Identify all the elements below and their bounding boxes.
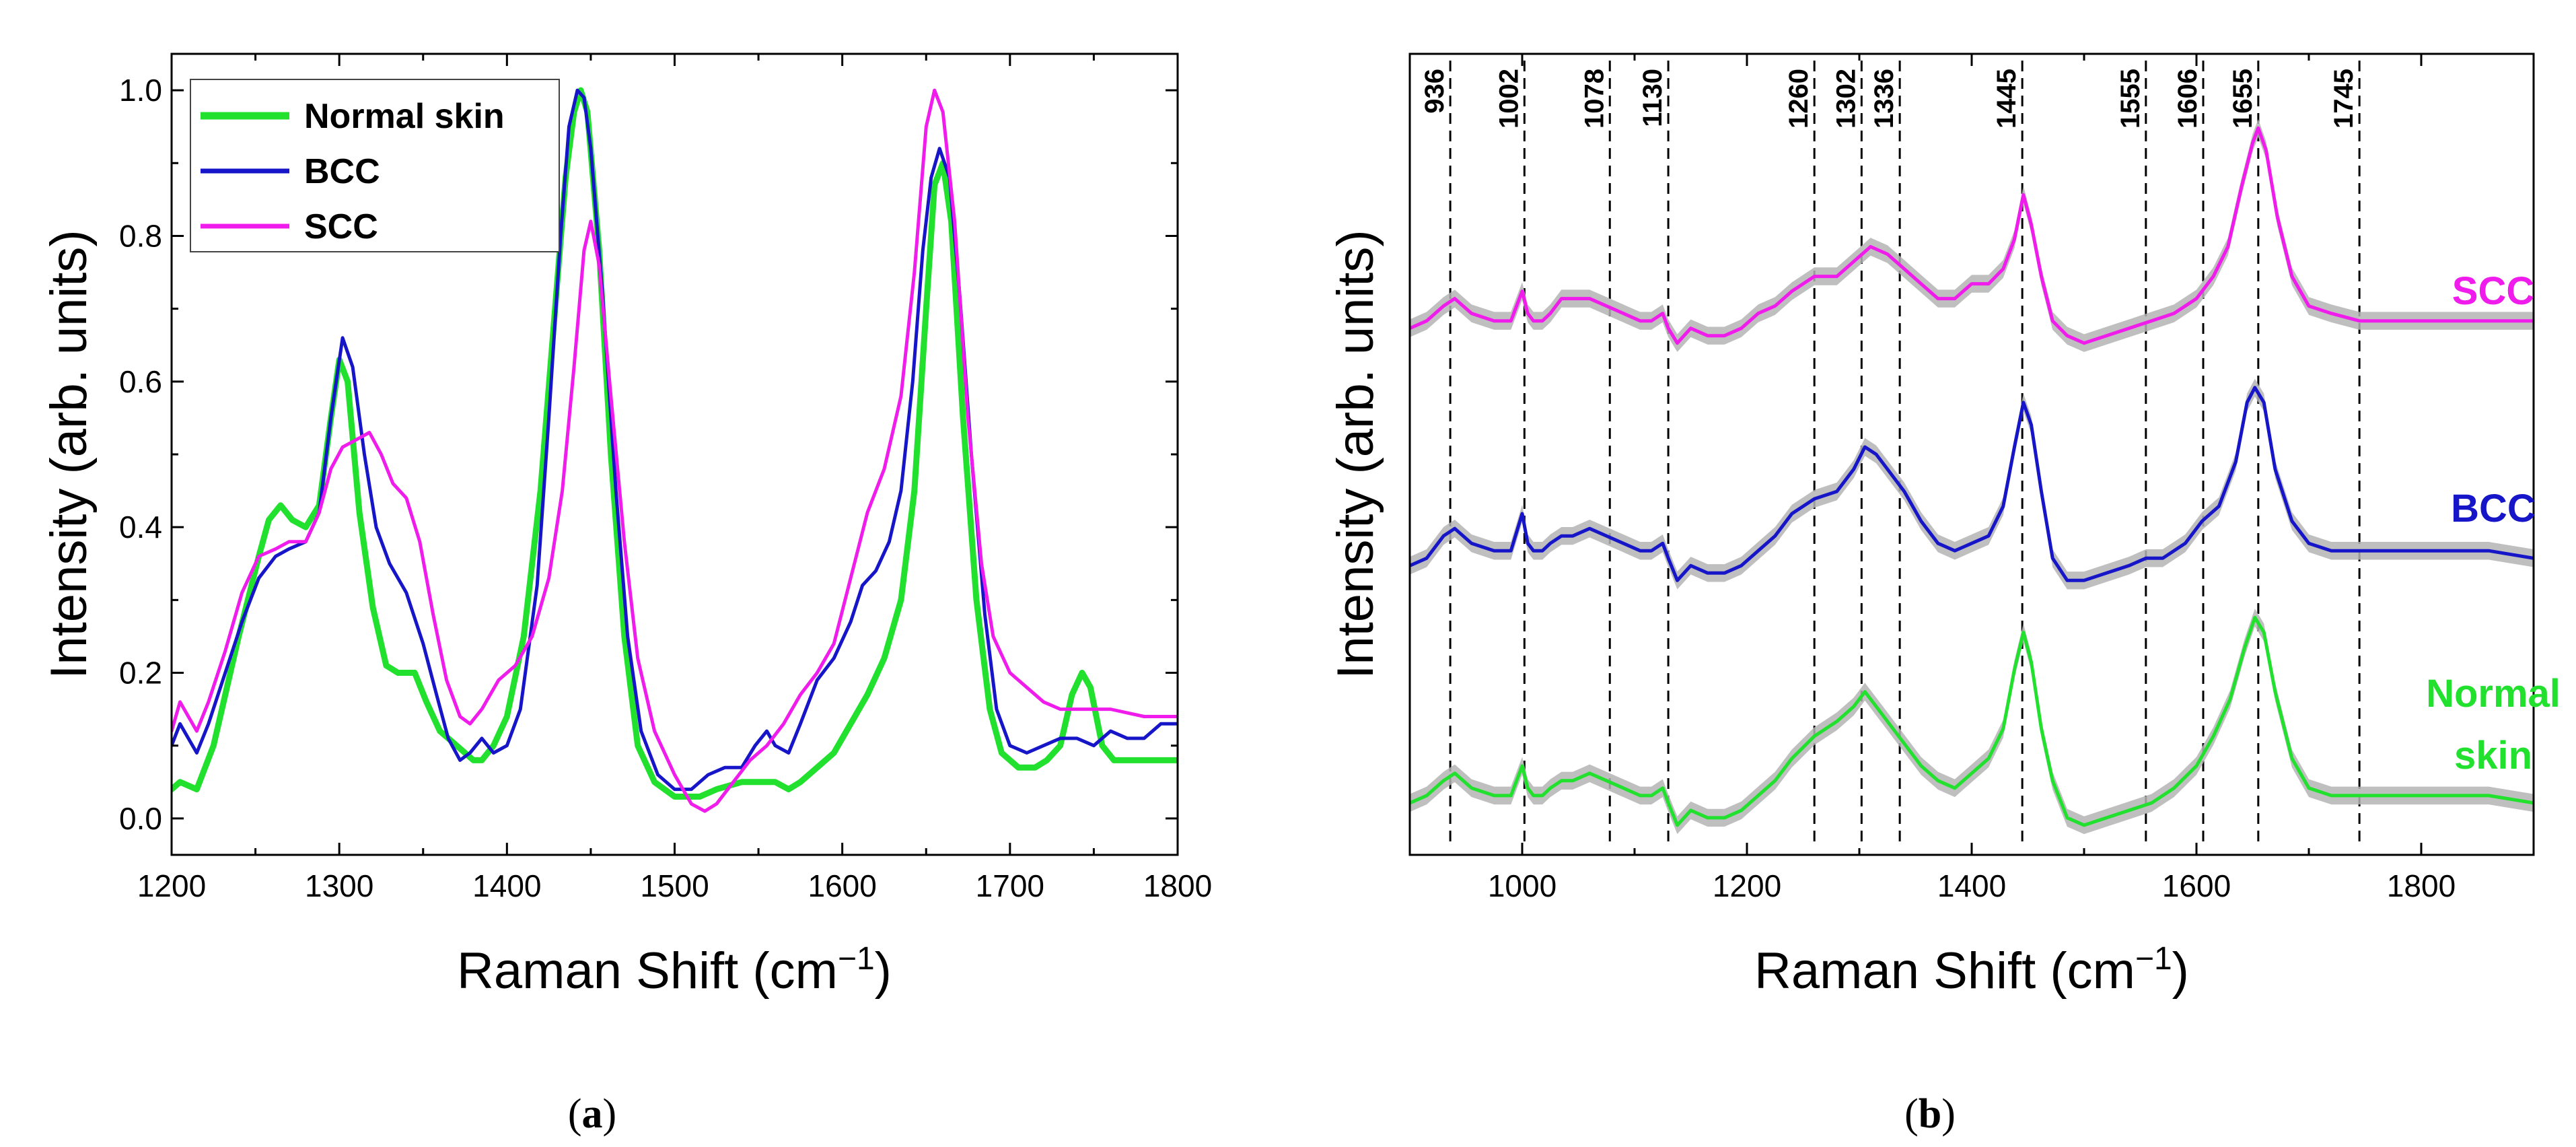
chart-b-peak-label: 1555 [2116,69,2145,129]
chart-a-x-tick-label: 1500 [640,868,709,903]
chart-a-x-axis-title: Raman Shift (cm−1) [457,941,892,1000]
chart-b-x-tick-label: 1400 [1937,868,2006,903]
chart-a-legend-label-scc: SCC [304,207,378,246]
chart-b-series-scc-line [1410,126,2534,345]
chart-b-series-bcc-line [1410,386,2534,582]
chart-a-x-tick-label: 1600 [808,868,876,903]
chart-b-peak-label: 936 [1420,69,1450,114]
chart-b-peak-label: 1445 [1992,69,2022,129]
chart-b-peak-label: 1260 [1784,69,1814,129]
chart-a-series-scc-line [172,88,1178,813]
chart-b-series-label-normal: skin [2454,734,2532,777]
chart-b-peak-label: 1002 [1494,69,1524,129]
chart-a-legend-label-bcc: BCC [304,152,380,191]
chart-b-series-normal-line [1410,615,2534,827]
chart-a-x-tick-label: 1300 [305,868,373,903]
chart-a-y-tick-label: 0.2 [119,656,162,691]
chart-a-legend: Normal skin BCC SCC [190,79,560,252]
chart-b-x-tick-label: 1200 [1713,868,1781,903]
chart-b-peak-label: 1606 [2173,69,2203,129]
chart-b-series-bcc-band [1410,378,2534,590]
chart-a-y-tick-label: 0.4 [119,510,162,545]
chart-b-series-label-normal: Normal [2426,672,2561,716]
chart-a-y-tick-label: 0.8 [119,218,162,253]
chart-a-legend-box [190,79,560,252]
chart-b-peak-label: 1336 [1869,69,1899,129]
panel-label-b: (b) [1904,1091,1956,1137]
chart-b-series-normal-band [1410,609,2534,835]
chart-b-y-axis-title: Intensity (arb. units) [1327,230,1384,679]
chart-b-peak-label: 1655 [2228,69,2258,129]
chart-b-peak-label: 1302 [1831,69,1861,129]
chart-b-series-scc-band [1410,119,2534,352]
chart-a-x-tick-label: 1200 [137,868,206,903]
chart-b-x-tick-label: 1600 [2162,868,2231,903]
chart-a-legend-label-normal: Normal skin [304,97,505,136]
chart-b-peak-label: 1078 [1579,69,1609,129]
chart-a-y-tick-label: 1.0 [119,73,162,108]
chart-b: 936 1002 1078 1130 1260 1302 1336 1445 1555 1606 1… [1327,53,2561,1000]
chart-a-y-tick-label: 0.0 [119,801,162,836]
chart-a-y-axis-title: Intensity (arb. units) [40,230,98,679]
chart-b-peak-label: 1130 [1638,69,1668,127]
chart-b-series-label-scc: SCC [2452,269,2534,313]
chart-a: 1200 1300 1400 1500 1600 1700 1800 0.0 0.2 0.4 0.… [40,53,1212,1000]
chart-b-frame [1408,53,2535,856]
chart-a-y-tick-label: 0.6 [119,364,162,399]
chart-b-x-tick-label: 1000 [1488,868,1557,903]
chart-a-x-tick-label: 1700 [976,868,1044,903]
chart-a-x-tick-label: 1400 [472,868,541,903]
chart-b-peak-label: 1745 [2329,69,2359,129]
chart-b-x-tick-label: 1800 [2387,868,2456,903]
chart-b-series-label-bcc: BCC [2451,487,2536,530]
panel-label-a: (a) [568,1091,616,1137]
chart-b-x-axis-title: Raman Shift (cm−1) [1754,941,2189,1000]
chart-a-x-tick-label: 1800 [1143,868,1212,903]
